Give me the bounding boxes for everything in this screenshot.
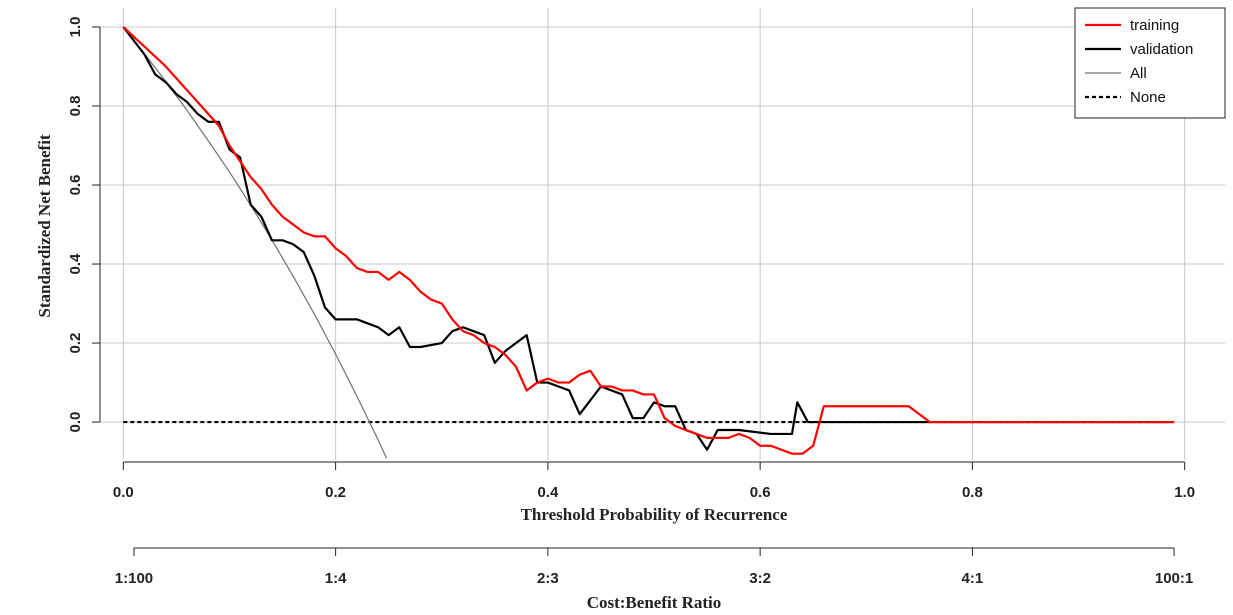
x-tick-label: 0.4 (537, 484, 559, 501)
y-tick-label: 0.8 (67, 96, 84, 117)
legend-label: All (1130, 65, 1147, 82)
secondary-x-tick-label: 2:3 (537, 570, 559, 587)
secondary-x-tick-label: 3:2 (749, 570, 771, 587)
legend-label: None (1130, 89, 1166, 106)
y-tick-label: 0.4 (67, 253, 84, 275)
x-tick-label: 0.2 (325, 484, 346, 501)
legend-label: validation (1130, 41, 1193, 58)
y-tick-label: 0.6 (67, 175, 84, 196)
secondary-x-tick-label: 1:100 (115, 570, 153, 587)
secondary-x-axis-title: Cost:Benefit Ratio (587, 593, 722, 612)
y-axis-title: Standardized Net Benefit (35, 134, 54, 318)
y-tick-label: 1.0 (67, 17, 84, 38)
secondary-x-tick-label: 4:1 (962, 570, 984, 587)
series-line (122, 26, 1175, 455)
x-axis-title: Threshold Probability of Recurrence (521, 505, 788, 524)
legend-label: training (1130, 17, 1179, 34)
x-tick-label: 0.6 (750, 484, 771, 501)
x-tick-label: 1.0 (1174, 484, 1195, 501)
series-line (122, 26, 1175, 451)
y-tick-label: 0.2 (67, 333, 84, 354)
x-tick-label: 0.0 (113, 484, 134, 501)
series-line (122, 26, 388, 459)
legend-box (1074, 7, 1226, 119)
y-tick-label: 0.0 (67, 412, 84, 433)
secondary-x-tick-label: 100:1 (1155, 570, 1193, 587)
secondary-x-tick-label: 1:4 (325, 570, 347, 587)
x-tick-label: 0.8 (962, 484, 983, 501)
